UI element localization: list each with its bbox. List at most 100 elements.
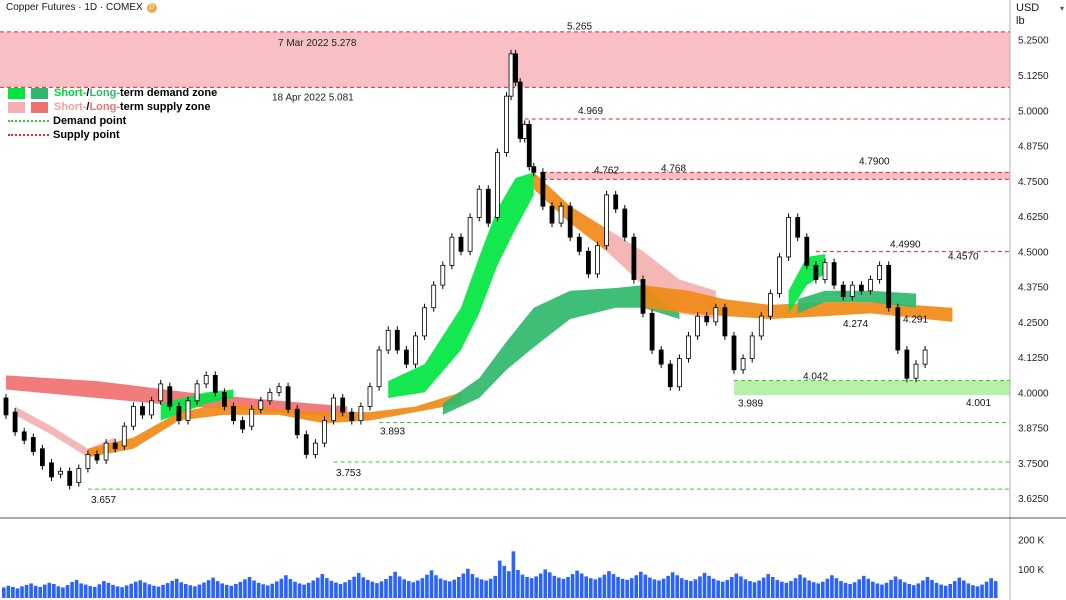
volume-bar (616, 577, 620, 598)
label-44990: 4.4990 (890, 240, 921, 251)
label-5265: 5.265 (567, 22, 592, 33)
candle (822, 262, 828, 280)
candle (203, 375, 209, 385)
volume-bar (411, 582, 416, 598)
volume-bar (698, 576, 702, 598)
volume-bar (329, 580, 334, 598)
candle (758, 315, 764, 337)
candle (422, 307, 428, 337)
candle (167, 386, 173, 407)
y-tick-label: 4.2500 (1018, 318, 1049, 329)
volume-bar (516, 570, 520, 598)
candle (12, 411, 18, 433)
volume-bar (648, 577, 652, 598)
volume-bar (661, 578, 666, 598)
volume-bar (570, 574, 575, 598)
volume-bar (261, 584, 265, 598)
volume-bar (957, 577, 962, 598)
supply-point-swatch (8, 134, 49, 136)
candle (112, 442, 118, 450)
volume-bar (975, 586, 980, 598)
volume-bar (639, 571, 643, 598)
candle (795, 217, 801, 238)
volume-bar (752, 582, 757, 598)
volume-bar (748, 581, 752, 598)
legend-demand-point: Demand point (8, 114, 217, 128)
legend-short-text: Short- (54, 87, 87, 99)
volume-bar (416, 580, 420, 598)
candle (303, 434, 309, 455)
label-4291: 4.291 (903, 314, 928, 325)
label-4768: 4.768 (661, 164, 686, 175)
volume-bar (152, 585, 156, 598)
volume-bar (839, 581, 843, 598)
volume-bar (575, 570, 579, 598)
volume-bar (466, 568, 470, 598)
candle (749, 335, 755, 359)
volume-bar (88, 586, 93, 598)
volume-bar (857, 579, 861, 598)
volume-bar (780, 581, 784, 598)
volume-bar (798, 574, 802, 598)
volume-bar (902, 582, 907, 598)
volume-bar (766, 574, 770, 598)
label-3657: 3.657 (91, 495, 116, 506)
volume-bar (916, 583, 921, 598)
candle (76, 468, 82, 484)
candle (586, 250, 591, 275)
volume-bar (725, 579, 730, 598)
chevron-down-icon[interactable]: ▾ (1060, 4, 1065, 13)
volume-bar (429, 570, 434, 598)
candle (686, 335, 691, 359)
volume-bar (825, 578, 830, 598)
volume-bar (607, 571, 611, 598)
volume-bar (270, 583, 275, 598)
y-tick-label: 5.1250 (1018, 71, 1049, 82)
candle (349, 411, 355, 421)
candle (85, 454, 91, 469)
volume-bar (33, 585, 38, 598)
volume-bar (425, 574, 429, 598)
orange-transition-band (87, 392, 462, 458)
volume-bar (402, 579, 406, 598)
candle (567, 205, 573, 238)
volume-bar (861, 575, 866, 598)
volume-bar (320, 574, 325, 598)
volume-bar (247, 577, 252, 598)
candle (376, 349, 382, 388)
volume-bar (620, 578, 625, 598)
volume-bar (388, 575, 393, 598)
candle (212, 375, 218, 393)
symbol-title[interactable]: Copper Futures · 1D · COMEX (6, 2, 143, 13)
volume-bar (561, 578, 566, 598)
candle (722, 307, 728, 337)
volume-bar (188, 585, 193, 598)
candle (322, 420, 327, 444)
volume-bar (215, 581, 220, 598)
volume-bar (993, 581, 998, 598)
volume-bar (143, 582, 147, 598)
candle (285, 386, 291, 410)
volume-bar (507, 571, 511, 598)
volume-bar (379, 581, 384, 598)
volume-bar (898, 579, 902, 598)
supply-zone-top (0, 31, 1010, 88)
candle (804, 236, 810, 266)
volume-bar (202, 582, 206, 598)
volume-bar (598, 577, 602, 598)
volume-bar (912, 585, 916, 598)
candle (394, 329, 400, 351)
candle (886, 265, 892, 309)
candle (786, 217, 791, 258)
price-unit-selector[interactable]: USD lb ▾ (1016, 2, 1064, 28)
volume-bar (325, 578, 329, 598)
volume-bar (384, 579, 388, 598)
candle (358, 406, 364, 421)
volume-bar (552, 575, 557, 598)
volume-bar (220, 583, 224, 598)
candle (831, 262, 837, 286)
volume-bar (971, 585, 975, 598)
candle (813, 265, 819, 280)
